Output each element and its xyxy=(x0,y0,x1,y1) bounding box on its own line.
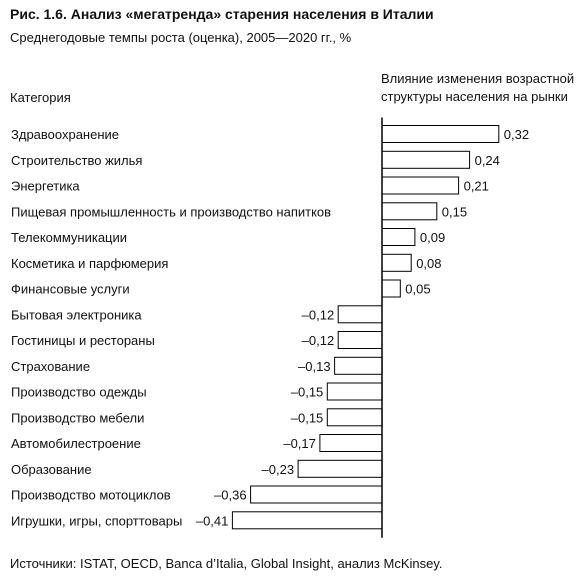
value-label: –0,12 xyxy=(302,307,335,322)
category-label: Страхование xyxy=(11,359,90,374)
value-label: 0,09 xyxy=(420,230,445,245)
value-column-header: Влияние изменения возрастной структуры н… xyxy=(381,70,574,106)
bar xyxy=(250,485,383,504)
category-label: Игрушки, игры, спорттовары xyxy=(11,513,182,528)
category-label: Пищевая промышленность и производство на… xyxy=(11,204,331,219)
value-label: –0,12 xyxy=(302,333,335,348)
category-label: Косметика и парфюмерия xyxy=(11,256,168,271)
category-label: Гостиницы и рестораны xyxy=(11,333,155,348)
category-column-header: Категория xyxy=(10,90,71,105)
source-note: Источники: ISTAT, OECD, Banca d’Italia, … xyxy=(10,556,443,571)
value-label: –0,17 xyxy=(283,436,316,451)
bar xyxy=(231,511,383,530)
value-column-header-line1: Влияние изменения возрастной xyxy=(381,71,575,86)
value-label: –0,15 xyxy=(291,410,324,425)
chart-title: Рис. 1.6. Анализ «мегатренда» старения н… xyxy=(10,6,434,22)
category-label: Финансовые услуги xyxy=(11,282,130,297)
value-label: 0,21 xyxy=(464,179,489,194)
category-label: Производство мебели xyxy=(11,410,144,425)
value-column-header-line2: структуры населения на рынки xyxy=(381,89,568,104)
bar xyxy=(337,305,383,324)
category-label: Строительство жилья xyxy=(11,153,142,168)
value-label: –0,15 xyxy=(291,385,324,400)
bar xyxy=(381,228,416,246)
bar xyxy=(319,434,383,452)
value-label: –0,36 xyxy=(214,488,247,503)
category-label: Здравоохранение xyxy=(11,127,119,142)
value-label: 0,24 xyxy=(475,153,500,168)
bar xyxy=(326,408,383,427)
category-label: Производство мотоциклов xyxy=(11,488,171,503)
value-label: –0,41 xyxy=(196,513,229,528)
value-label: –0,23 xyxy=(262,462,295,477)
bar xyxy=(337,331,383,349)
category-label: Производство одежды xyxy=(11,385,147,400)
value-label: –0,13 xyxy=(298,359,331,374)
category-label: Энергетика xyxy=(11,179,80,194)
value-label: 0,05 xyxy=(405,282,430,297)
chart-subtitle: Среднегодовые темпы роста (оценка), 2005… xyxy=(10,30,352,45)
bar xyxy=(297,459,383,478)
category-label: Образование xyxy=(11,462,92,477)
value-label: 0,08 xyxy=(416,256,441,271)
bar xyxy=(381,176,460,195)
bar xyxy=(381,202,438,221)
bar xyxy=(381,279,401,298)
bar xyxy=(381,150,471,169)
value-label: 0,32 xyxy=(504,127,529,142)
bar xyxy=(334,356,383,375)
bar xyxy=(381,125,500,143)
bar xyxy=(326,382,383,401)
category-label: Телекоммуникации xyxy=(11,230,127,245)
value-label: 0,15 xyxy=(442,204,467,219)
category-label: Автомобилестроение xyxy=(11,436,141,451)
bar xyxy=(381,253,412,272)
category-label: Бытовая электроника xyxy=(11,307,142,322)
